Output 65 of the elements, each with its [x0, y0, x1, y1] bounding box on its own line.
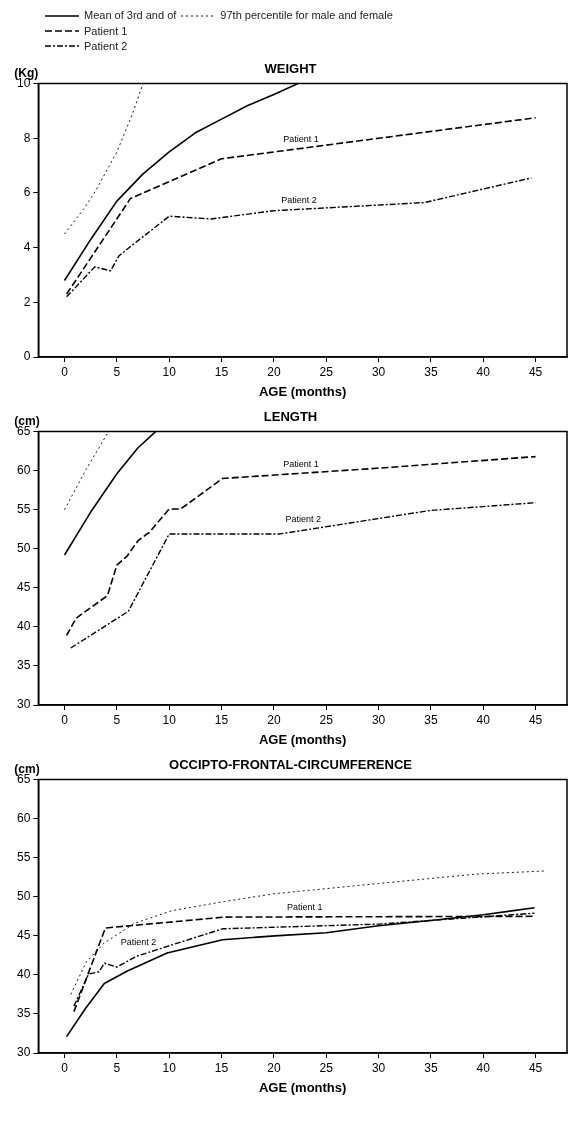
y-tick-label: 55: [16, 849, 31, 864]
y-tick-label: 0: [23, 348, 31, 363]
x-tick-label: 15: [214, 1060, 229, 1075]
x-tick-label: 35: [424, 1060, 438, 1075]
x-tick-label: 45: [528, 1060, 543, 1075]
y-tick-label: 55: [16, 501, 31, 516]
x-tick-label: 40: [476, 712, 491, 727]
y-tick-label: 4: [23, 239, 31, 254]
y-tick-label: 45: [16, 927, 31, 942]
chart-title: WEIGHT: [264, 60, 317, 76]
x-tick-label: 5: [113, 364, 121, 379]
x-tick-label: 40: [476, 364, 491, 379]
x-tick-label: 25: [319, 1060, 334, 1075]
x-tick-label: 20: [267, 1060, 281, 1075]
y-tick-label: 30: [16, 1044, 31, 1059]
x-tick-label: 0: [61, 712, 69, 727]
text: Patient 2: [281, 194, 317, 205]
x-tick-label: 15: [214, 364, 229, 379]
x-tick-label: 10: [162, 364, 177, 379]
x-tick-label: 25: [319, 712, 334, 727]
series-label: Patient 1: [287, 901, 323, 912]
y-tick-label: 50: [16, 888, 31, 903]
x-tick-label: 15: [214, 712, 229, 727]
y-tick-label: 35: [16, 657, 31, 672]
x-tick-label: 30: [371, 1060, 386, 1075]
y-tick-label: 60: [16, 462, 31, 477]
y-tick-label: 35: [16, 1005, 31, 1020]
x-tick-label: 0: [61, 364, 69, 379]
chart-title: OCCIPTO-FRONTAL-CIRCUMFERENCE: [169, 756, 413, 772]
y-tick-label: 45: [16, 579, 31, 594]
x-axis-title: AGE (months): [258, 1079, 347, 1095]
x-tick-label: 35: [424, 364, 438, 379]
chart-title: LENGTH: [263, 408, 318, 424]
x-tick-label: 25: [319, 364, 334, 379]
x-tick-label: 10: [162, 1060, 177, 1075]
x-tick-label: 45: [528, 712, 543, 727]
series-label: Patient 1: [283, 458, 319, 469]
legend-label: Patient 1: [84, 23, 128, 39]
x-tick-label: 20: [267, 364, 281, 379]
legend-label: Patient 2: [84, 38, 128, 54]
x-tick-label: 35: [424, 712, 438, 727]
x-tick-label: 5: [113, 1060, 121, 1075]
x-tick-label: 40: [476, 1060, 491, 1075]
x-tick-label: 10: [162, 712, 177, 727]
x-axis-title: AGE (months): [258, 383, 347, 399]
legend-label: 97th percentile for male and female: [220, 8, 393, 23]
series-label: Patient 2: [120, 936, 157, 947]
y-tick-label: 30: [16, 696, 31, 711]
y-tick-label: 50: [16, 540, 31, 555]
x-axis-title: AGE (months): [258, 731, 347, 747]
x-tick-label: 5: [113, 712, 121, 727]
x-tick-label: 30: [371, 712, 386, 727]
x-tick-label: 0: [61, 1060, 69, 1075]
y-tick-label: 40: [16, 966, 31, 981]
x-tick-label: 20: [267, 712, 281, 727]
y-tick-label: 8: [23, 130, 31, 145]
legend-label: Mean of 3rd and of: [84, 8, 177, 23]
y-tick-label: 6: [23, 184, 31, 199]
y-tick-label: 2: [23, 294, 31, 309]
series-label: Patient 2: [285, 513, 321, 524]
y-tick-label: 40: [16, 618, 31, 633]
y-tick-label: 60: [16, 810, 31, 825]
x-tick-label: 30: [371, 364, 386, 379]
text: Patient 1: [283, 133, 319, 144]
x-tick-label: 45: [528, 364, 543, 379]
